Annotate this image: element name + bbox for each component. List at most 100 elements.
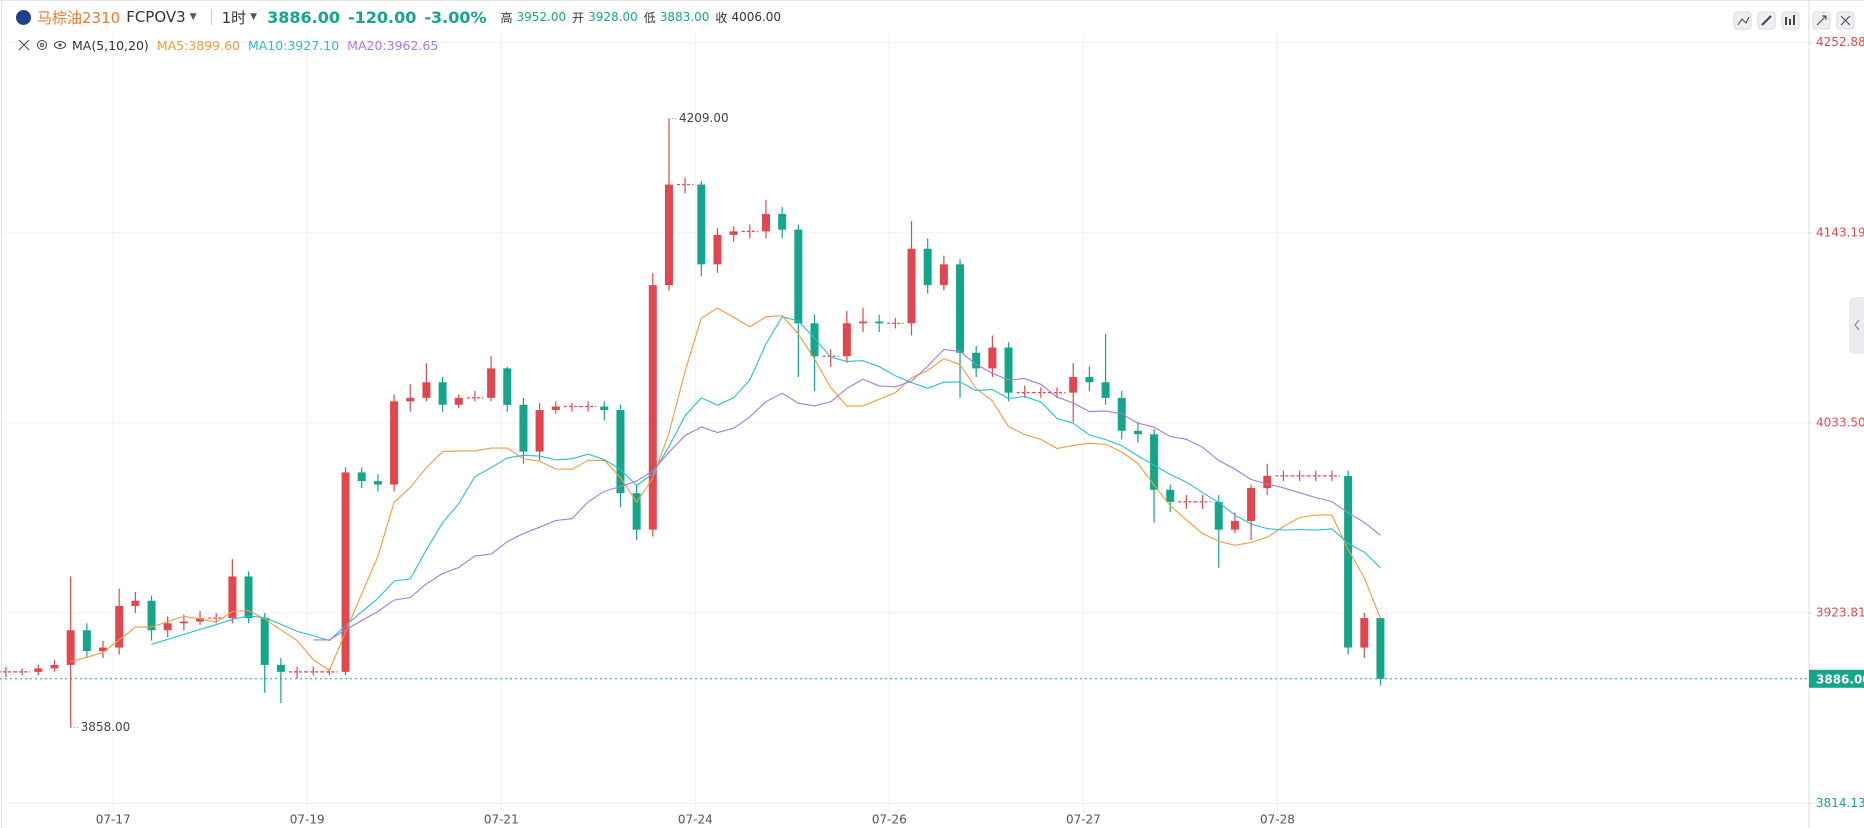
candle-body: [454, 397, 463, 405]
candle-body: [713, 234, 722, 265]
candle-body: [373, 481, 382, 485]
candle-body: [632, 493, 641, 530]
settings-icon[interactable]: [36, 39, 48, 51]
candle-body: [859, 321, 868, 324]
last-price-box: [1809, 669, 1864, 688]
candle-body: [1085, 377, 1094, 383]
y-tick-label: 4033.50: [1816, 416, 1864, 430]
candle-body: [163, 623, 172, 631]
candle-body: [422, 382, 431, 398]
candle-body: [260, 618, 269, 665]
x-tick-label: 07-19: [290, 813, 325, 827]
remove-icon[interactable]: [18, 39, 30, 51]
candle-body: [1214, 501, 1223, 530]
side-panel-tab[interactable]: [1849, 297, 1864, 354]
ma-line: [151, 316, 1381, 645]
candle-body: [535, 409, 544, 452]
y-tick-label: 3814.13: [1816, 796, 1864, 810]
candle-body: [406, 397, 415, 402]
x-tick-label: 07-17: [96, 813, 131, 827]
candle-body: [1166, 489, 1175, 502]
candle-body: [1376, 618, 1385, 679]
indicator-row: MA(5,10,20) MA5:3899.60 MA10:3927.10 MA20:…: [18, 36, 438, 54]
x-tick-label: 07-24: [678, 813, 713, 827]
candle-body: [115, 605, 124, 648]
candle-body: [1247, 488, 1256, 521]
annotation-label: 3858.00: [81, 720, 131, 734]
candle-body: [761, 214, 770, 232]
candle-body: [810, 323, 819, 357]
candle-body: [196, 618, 205, 622]
caret: ▼: [189, 12, 197, 22]
candle-body: [179, 621, 188, 624]
y-tick-label: 3923.81: [1816, 606, 1864, 620]
candle-body: [487, 368, 496, 398]
candle-body: [438, 382, 447, 405]
x-tick-label: 07-21: [484, 813, 519, 827]
x-tick-label: 07-28: [1260, 813, 1295, 827]
candle-body: [842, 323, 851, 357]
last-price-label: 3886.00: [1816, 672, 1864, 686]
candle-body: [956, 264, 965, 353]
stat-value: 4006.00: [731, 10, 782, 24]
instrument-name: 马棕油2310: [37, 8, 121, 27]
side-panel-arrow: [1854, 319, 1860, 331]
candle-body: [357, 472, 366, 482]
tool-icon: [1737, 16, 1750, 26]
annotation-label: 4209.00: [679, 111, 729, 125]
candle-body: [1069, 377, 1078, 393]
legend: MA5:3899.60 MA10:3927.10 MA20:3962.65: [149, 38, 439, 53]
ma-line: [70, 307, 1382, 672]
separator: [210, 9, 212, 25]
candle-body: [99, 647, 108, 652]
candle-body: [551, 406, 560, 410]
candle-body: [1133, 430, 1142, 435]
stat-value: 3883.00: [659, 10, 710, 24]
candle-body: [648, 285, 657, 530]
symbol[interactable]: FCPOV3: [126, 8, 186, 26]
candle-body: [390, 401, 399, 485]
candle-body: [972, 352, 981, 369]
grid: [0, 33, 1808, 813]
legend-entry: MA5:3899.60: [156, 37, 241, 53]
candle-body: [341, 472, 350, 672]
tool-icon: [1761, 15, 1772, 26]
candle-body: [503, 368, 512, 405]
stat-value: 3952.00: [516, 10, 567, 24]
stat-label: 高: [500, 10, 513, 25]
indicator-name: MA(5,10,20): [72, 37, 149, 53]
candle-body: [1150, 434, 1159, 490]
close-icon: [1840, 15, 1851, 26]
y-tick-label: 4252.88: [1816, 35, 1864, 49]
caret: ▼: [250, 12, 258, 22]
candle-body: [82, 630, 91, 652]
tool-icon: [1785, 15, 1795, 25]
price-change-pct: -3.00%: [424, 7, 487, 27]
legend-entry: MA10:3927.10: [248, 37, 340, 53]
x-tick-label: 07-26: [872, 813, 907, 827]
candle-body: [939, 264, 948, 286]
candles: [0, 118, 1385, 728]
candle-body: [147, 600, 156, 631]
candle-body: [244, 576, 253, 619]
candle-body: [1230, 520, 1239, 530]
interval[interactable]: 1时: [221, 8, 247, 27]
candle-body: [50, 664, 59, 669]
candle-body: [66, 630, 75, 665]
logo: [16, 9, 31, 25]
candle-body: [519, 404, 528, 452]
candle-body: [697, 184, 706, 265]
x-tick-label: 07-27: [1066, 813, 1101, 827]
price-change: -120.00: [347, 7, 417, 27]
y-tick-label: 4143.19: [1816, 225, 1864, 239]
candle-body: [988, 347, 997, 369]
candle-body: [729, 231, 738, 235]
visibility-icon[interactable]: [54, 39, 66, 51]
stat-label: 低: [643, 10, 656, 25]
candle-body: [1004, 347, 1013, 393]
candle-body: [923, 248, 932, 286]
tool-button[interactable]: [1733, 11, 1752, 30]
last-price: 3886.00: [267, 7, 340, 27]
